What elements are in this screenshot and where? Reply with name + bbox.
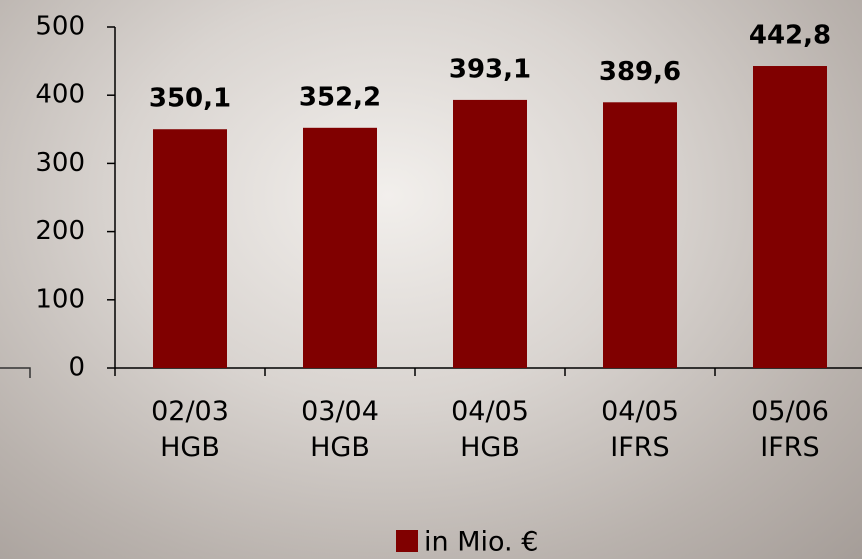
- bar: [153, 129, 227, 368]
- bar: [453, 99, 527, 369]
- y-tick-label: 100: [35, 284, 85, 314]
- bar: [603, 102, 677, 369]
- x-tick-label: 04/05 IFRS: [601, 396, 679, 463]
- y-tick-label: 300: [35, 148, 85, 178]
- y-tick-label: 500: [35, 12, 85, 42]
- bar: [753, 66, 827, 368]
- value-label: 350,1: [149, 84, 231, 114]
- x-tick-label: 03/04 HGB: [301, 396, 379, 463]
- x-tick-label: 04/05 HGB: [451, 396, 529, 463]
- value-label: 393,1: [449, 54, 531, 84]
- value-label: 389,6: [599, 57, 681, 87]
- y-tick-label: 0: [68, 353, 85, 383]
- value-label: 352,2: [299, 82, 381, 112]
- x-tick-label: 05/06 IFRS: [751, 396, 829, 463]
- legend-swatch: [396, 530, 418, 552]
- bar: [303, 127, 377, 369]
- legend-label: in Mio. €: [424, 527, 538, 558]
- value-label: 442,8: [749, 21, 831, 51]
- decoration: [0, 367, 31, 378]
- y-tick-label: 400: [35, 80, 85, 110]
- y-tick-label: 200: [35, 216, 85, 246]
- x-tick-label: 02/03 HGB: [151, 396, 229, 463]
